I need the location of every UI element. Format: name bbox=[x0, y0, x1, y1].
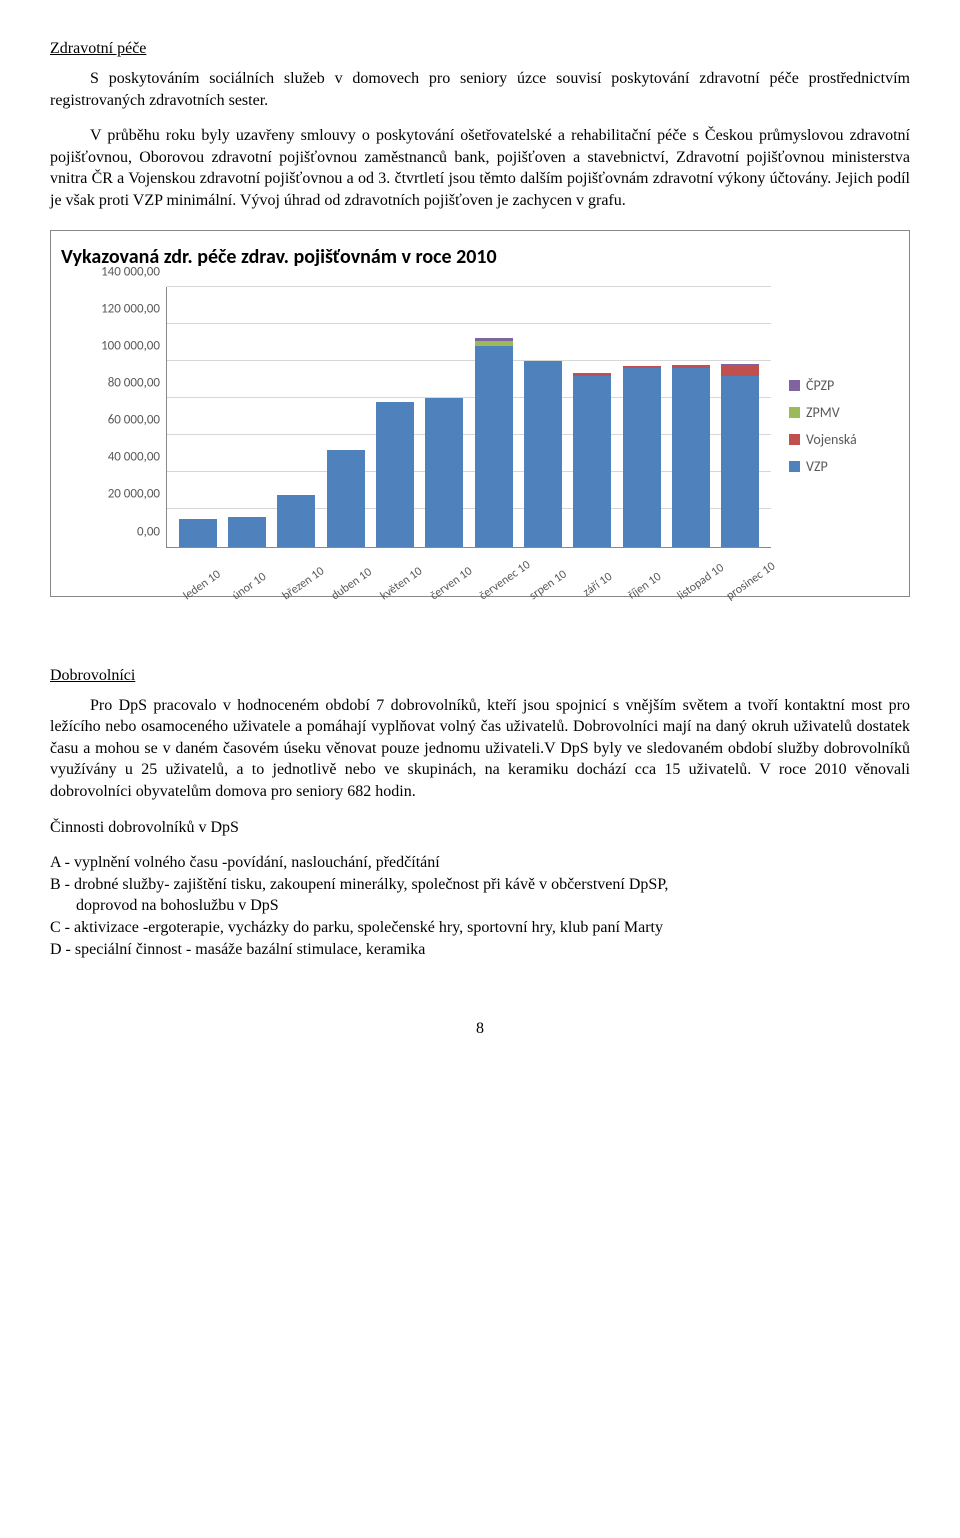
chart-bar bbox=[623, 366, 661, 547]
chart-xtick: prosinec 10 bbox=[724, 570, 763, 603]
chart-bar-segment bbox=[721, 366, 759, 375]
activities-list: A - vyplnění volného času -povídání, nas… bbox=[50, 852, 910, 960]
chart-bar-segment bbox=[376, 402, 414, 547]
chart-ytick: 60 000,00 bbox=[75, 413, 160, 428]
chart-xtick: listopad 10 bbox=[675, 570, 714, 603]
chart-bars-row bbox=[167, 287, 771, 547]
chart-ytick: 40 000,00 bbox=[75, 450, 160, 465]
legend-swatch bbox=[789, 434, 800, 445]
chart-ytick: 0,00 bbox=[75, 524, 160, 539]
chart-legend: ČPZP ZPMV Vojenská VZP bbox=[771, 287, 899, 566]
activity-c: C - aktivizace -ergoterapie, vycházky do… bbox=[50, 917, 910, 939]
chart-ytick: 20 000,00 bbox=[75, 487, 160, 502]
activity-a: A - vyplnění volného času -povídání, nas… bbox=[50, 852, 910, 874]
activity-d: D - speciální činnost - masáže bazální s… bbox=[50, 939, 910, 961]
chart-bar bbox=[327, 450, 365, 547]
chart-bar-segment bbox=[524, 361, 562, 547]
chart-bar-segment bbox=[721, 376, 759, 547]
chart-container: Vykazovaná zdr. péče zdrav. pojišťovnám … bbox=[50, 230, 910, 597]
chart-bar-segment bbox=[228, 517, 266, 547]
heading-dobrovolnici: Dobrovolníci bbox=[50, 667, 910, 685]
chart-legend-item: VZP bbox=[789, 458, 899, 475]
activity-b-line2: doprovod na bohoslužbu v DpS bbox=[50, 895, 910, 917]
heading-cinnosti: Činnosti dobrovolníků v DpS bbox=[50, 817, 910, 839]
chart-bar-segment bbox=[425, 398, 463, 547]
chart-bar bbox=[475, 338, 513, 547]
chart-bar bbox=[277, 495, 315, 547]
chart-bar bbox=[228, 517, 266, 547]
chart-legend-item: ČPZP bbox=[789, 377, 899, 394]
chart-xtick: únor 10 bbox=[230, 570, 269, 603]
chart-xtick: září 10 bbox=[576, 570, 615, 603]
chart-title: Vykazovaná zdr. péče zdrav. pojišťovnám … bbox=[61, 245, 899, 269]
chart-x-axis-labels: leden 10únor 10březen 10duben 10květen 1… bbox=[166, 552, 771, 566]
chart-xtick: leden 10 bbox=[181, 570, 220, 603]
legend-label: Vojenská bbox=[806, 431, 857, 448]
legend-swatch bbox=[789, 461, 800, 472]
chart-bar-segment bbox=[623, 368, 661, 546]
activity-b: B - drobné služby- zajištění tisku, zako… bbox=[50, 874, 910, 917]
chart-area: 0,00 20 000,00 40 000,00 60 000,00 80 000,00… bbox=[61, 287, 899, 566]
chart-legend-item: Vojenská bbox=[789, 431, 899, 448]
chart-plot: 0,0020 000,0040 000,0060 000,0080 000,00… bbox=[166, 287, 771, 548]
legend-label: ZPMV bbox=[806, 404, 840, 421]
heading-zdravotni-pece: Zdravotní péče bbox=[50, 40, 910, 58]
chart-bar bbox=[721, 364, 759, 547]
paragraph-contracts: V průběhu roku byly uzavřeny smlouvy o p… bbox=[50, 125, 910, 211]
chart-bar-segment bbox=[475, 346, 513, 547]
chart-ytick: 100 000,00 bbox=[75, 338, 160, 353]
chart-bar-segment bbox=[277, 495, 315, 547]
chart-bar-segment bbox=[672, 368, 710, 546]
chart-xtick: srpen 10 bbox=[526, 570, 565, 603]
chart-xtick: květen 10 bbox=[378, 570, 417, 603]
chart-xtick: červenec 10 bbox=[477, 570, 516, 603]
chart-ytick: 140 000,00 bbox=[75, 264, 160, 279]
chart-bar bbox=[573, 373, 611, 547]
chart-bar-segment bbox=[179, 519, 217, 547]
legend-swatch bbox=[789, 407, 800, 418]
chart-bar bbox=[672, 365, 710, 547]
chart-xtick: červen 10 bbox=[428, 570, 467, 603]
chart-bar bbox=[376, 402, 414, 547]
legend-label: ČPZP bbox=[806, 377, 834, 394]
chart-xtick: duben 10 bbox=[329, 570, 368, 603]
chart-bar bbox=[524, 361, 562, 547]
paragraph-intro: S poskytováním sociálních služeb v domov… bbox=[50, 68, 910, 111]
legend-label: VZP bbox=[806, 458, 828, 475]
legend-swatch bbox=[789, 380, 800, 391]
chart-bar bbox=[425, 398, 463, 547]
chart-xtick: říjen 10 bbox=[625, 570, 664, 603]
chart-bar bbox=[179, 519, 217, 547]
activity-b-line1: B - drobné služby- zajištění tisku, zako… bbox=[50, 876, 668, 893]
page-number: 8 bbox=[50, 1020, 910, 1038]
chart-xtick: březen 10 bbox=[279, 570, 318, 603]
chart-ytick: 120 000,00 bbox=[75, 301, 160, 316]
chart-legend-item: ZPMV bbox=[789, 404, 899, 421]
paragraph-volunteers: Pro DpS pracovalo v hodnoceném období 7 … bbox=[50, 695, 910, 803]
chart-bar-segment bbox=[573, 376, 611, 547]
chart-ytick: 80 000,00 bbox=[75, 376, 160, 391]
chart-bar-segment bbox=[327, 450, 365, 547]
